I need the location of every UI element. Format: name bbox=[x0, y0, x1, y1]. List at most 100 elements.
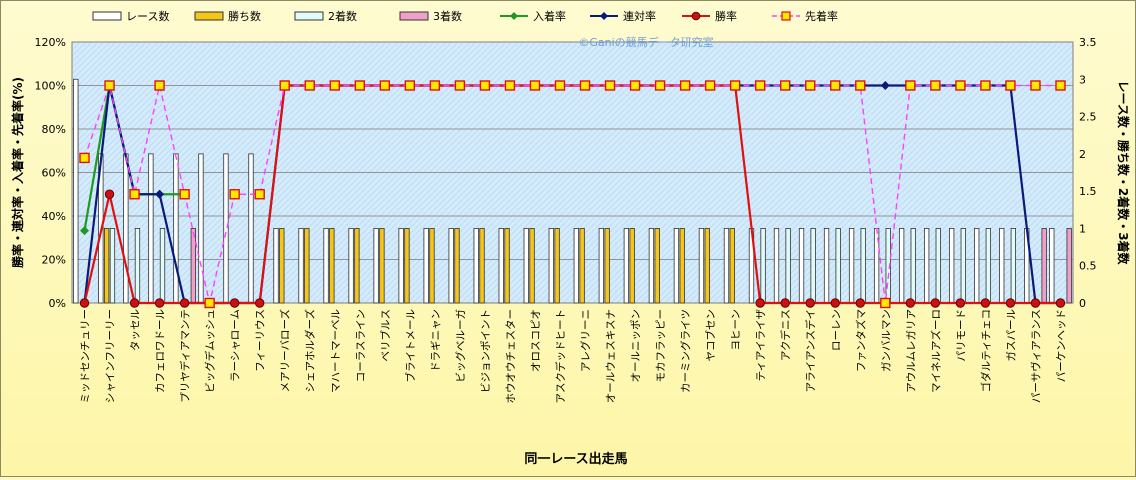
bar bbox=[523, 228, 529, 304]
point-marker bbox=[579, 80, 591, 91]
y-left-tick-label: 20% bbox=[42, 254, 66, 267]
legend-marker bbox=[781, 11, 791, 21]
point-marker bbox=[404, 80, 416, 91]
x-tick-label: ビジョンポイント bbox=[480, 309, 492, 393]
legend-marker bbox=[600, 12, 608, 20]
bar bbox=[548, 228, 554, 304]
point-marker bbox=[554, 80, 566, 91]
legend-marker bbox=[691, 11, 701, 21]
x-tick-label: ガスパール bbox=[1005, 309, 1017, 362]
point-marker bbox=[830, 298, 840, 308]
point-marker bbox=[379, 80, 391, 91]
bar bbox=[73, 78, 79, 304]
y-right-tick-label: 3 bbox=[1079, 73, 1086, 86]
bar bbox=[298, 228, 304, 304]
bar bbox=[673, 228, 680, 304]
axes: 0% 20% 40% 60% 80% 100% 120% 0 0.5 1 1.5 2 2.5 3 3.5 勝率… bbox=[10, 36, 1131, 404]
point-marker bbox=[855, 80, 866, 91]
point-marker bbox=[629, 80, 641, 91]
legend-label: 3着数 bbox=[433, 9, 462, 23]
legend-label: 勝率 bbox=[715, 9, 737, 23]
bar bbox=[148, 153, 154, 304]
bar bbox=[935, 228, 941, 304]
y-right-tick-label: 0 bbox=[1079, 297, 1086, 310]
point-marker bbox=[855, 298, 865, 308]
bar bbox=[473, 228, 479, 304]
point-marker bbox=[454, 80, 466, 91]
bar bbox=[999, 228, 1005, 304]
legend-marker bbox=[510, 12, 518, 20]
point-marker bbox=[354, 80, 365, 91]
bar bbox=[223, 153, 229, 304]
y-left-axis-title: 勝率・連対率・入着率・先着率(%) bbox=[10, 77, 25, 268]
x-tick-label: フィーリウス bbox=[255, 309, 267, 372]
bar bbox=[373, 228, 379, 304]
bar bbox=[198, 153, 204, 304]
point-marker bbox=[154, 298, 165, 308]
point-marker bbox=[980, 298, 991, 308]
bar bbox=[785, 228, 791, 304]
legend-swatch bbox=[399, 11, 429, 21]
bar bbox=[773, 228, 780, 304]
point-marker bbox=[880, 81, 890, 90]
y-right-tick-label: 2 bbox=[1079, 148, 1086, 161]
y-right-tick-label: 0.5 bbox=[1079, 260, 1097, 273]
legend-label: 入着率 bbox=[533, 9, 566, 23]
point-marker bbox=[429, 80, 441, 91]
x-tick-label: アレグリーニ bbox=[579, 309, 592, 372]
point-marker bbox=[780, 80, 791, 91]
point-marker bbox=[1055, 80, 1066, 91]
x-tick-label: プリヤディアマンテ bbox=[179, 309, 192, 403]
series-line bbox=[83, 84, 1061, 305]
point-marker bbox=[254, 189, 265, 200]
bar bbox=[190, 228, 196, 304]
point-marker bbox=[905, 298, 916, 308]
bar bbox=[648, 228, 655, 304]
bar bbox=[248, 153, 254, 304]
point-marker bbox=[104, 189, 115, 199]
x-tick-label: ティアイライザ bbox=[755, 309, 767, 382]
x-tick-label: パーケンヘッド bbox=[1055, 309, 1067, 382]
bar bbox=[379, 228, 385, 304]
point-marker bbox=[754, 80, 766, 91]
bar bbox=[504, 228, 510, 304]
bar bbox=[329, 228, 335, 304]
bar bbox=[823, 228, 830, 304]
bar bbox=[1010, 228, 1016, 304]
point-marker bbox=[229, 298, 240, 308]
x-tick-label: ビッグベルーガ bbox=[454, 309, 467, 383]
x-tick-label: ドラギニャン bbox=[430, 309, 442, 372]
x-tick-label: カーミングライツ bbox=[679, 309, 692, 393]
bar bbox=[704, 228, 710, 304]
point-marker bbox=[79, 152, 90, 164]
bar bbox=[554, 228, 560, 304]
point-marker bbox=[479, 80, 491, 91]
y-left-tick-label: 80% bbox=[42, 123, 66, 136]
point-marker bbox=[204, 297, 215, 309]
point-marker bbox=[79, 298, 90, 308]
y-right-tick-label: 2.5 bbox=[1079, 111, 1097, 124]
bar bbox=[679, 228, 685, 304]
x-tick-label: カフェロワドール bbox=[155, 309, 167, 393]
point-marker bbox=[980, 80, 991, 91]
y-left-tick-label: 60% bbox=[42, 167, 66, 180]
point-marker bbox=[679, 80, 691, 91]
bar bbox=[454, 228, 460, 304]
point-marker bbox=[254, 298, 265, 308]
series-line bbox=[83, 82, 1061, 304]
point-marker bbox=[1005, 298, 1016, 308]
x-axis-title: 同一レース出走馬 bbox=[524, 451, 627, 467]
x-tick-label: オールウェスキスナ bbox=[605, 309, 617, 403]
bar bbox=[123, 153, 129, 304]
y-left-tick-label: 120% bbox=[35, 36, 66, 49]
bar bbox=[354, 228, 360, 304]
legend-label: 連対率 bbox=[623, 9, 656, 23]
watermark: ©Ganiの競馬データ研究室 bbox=[578, 35, 713, 49]
point-marker bbox=[930, 80, 941, 91]
x-tick-label: タッセル bbox=[130, 309, 142, 351]
bar bbox=[173, 153, 179, 304]
bar bbox=[835, 228, 841, 304]
point-marker bbox=[80, 226, 90, 236]
bar bbox=[573, 228, 579, 304]
bar bbox=[109, 228, 116, 304]
